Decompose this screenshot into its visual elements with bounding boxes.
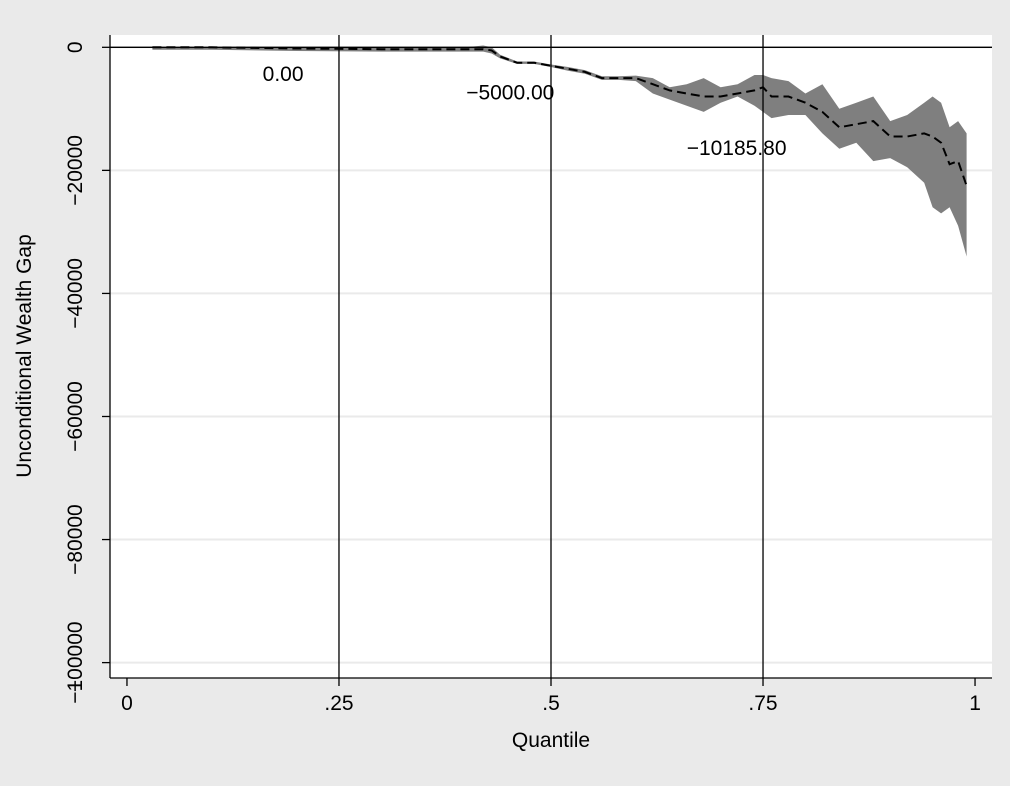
y-tick-label: −100000 <box>64 621 87 703</box>
y-tick-label: −60000 <box>64 381 87 452</box>
x-tick-label: .75 <box>748 692 777 715</box>
annotation-label: −10185.80 <box>687 137 787 160</box>
annotation-layer: 0.00 −5000.00 −10185.80 <box>263 63 787 160</box>
y-tick-label: −40000 <box>64 258 87 329</box>
annotation-label: −5000.00 <box>466 82 554 105</box>
x-tick-label: 0 <box>121 692 133 715</box>
y-tick-label: −80000 <box>64 504 87 575</box>
x-tick-label: .25 <box>324 692 353 715</box>
reference-line-layer <box>110 35 992 678</box>
x-tick-label: .5 <box>542 692 560 715</box>
line-layer <box>152 46 968 187</box>
annotation-label: 0.00 <box>263 63 304 86</box>
axis-layer: 0 −20000 −40000 −60000 −80000 −100000− 0 .25 .5.… <box>64 35 992 715</box>
y-tick-label: 0 <box>64 41 87 53</box>
y-axis-title: Unconditional Wealth Gap <box>13 234 36 478</box>
x-tick-label: 1 <box>969 692 981 715</box>
y-tick-label: −20000 <box>64 135 87 206</box>
y-axis-min-label: − <box>64 680 87 692</box>
estimate-line <box>152 46 968 187</box>
x-axis-title: Quantile <box>512 729 590 752</box>
